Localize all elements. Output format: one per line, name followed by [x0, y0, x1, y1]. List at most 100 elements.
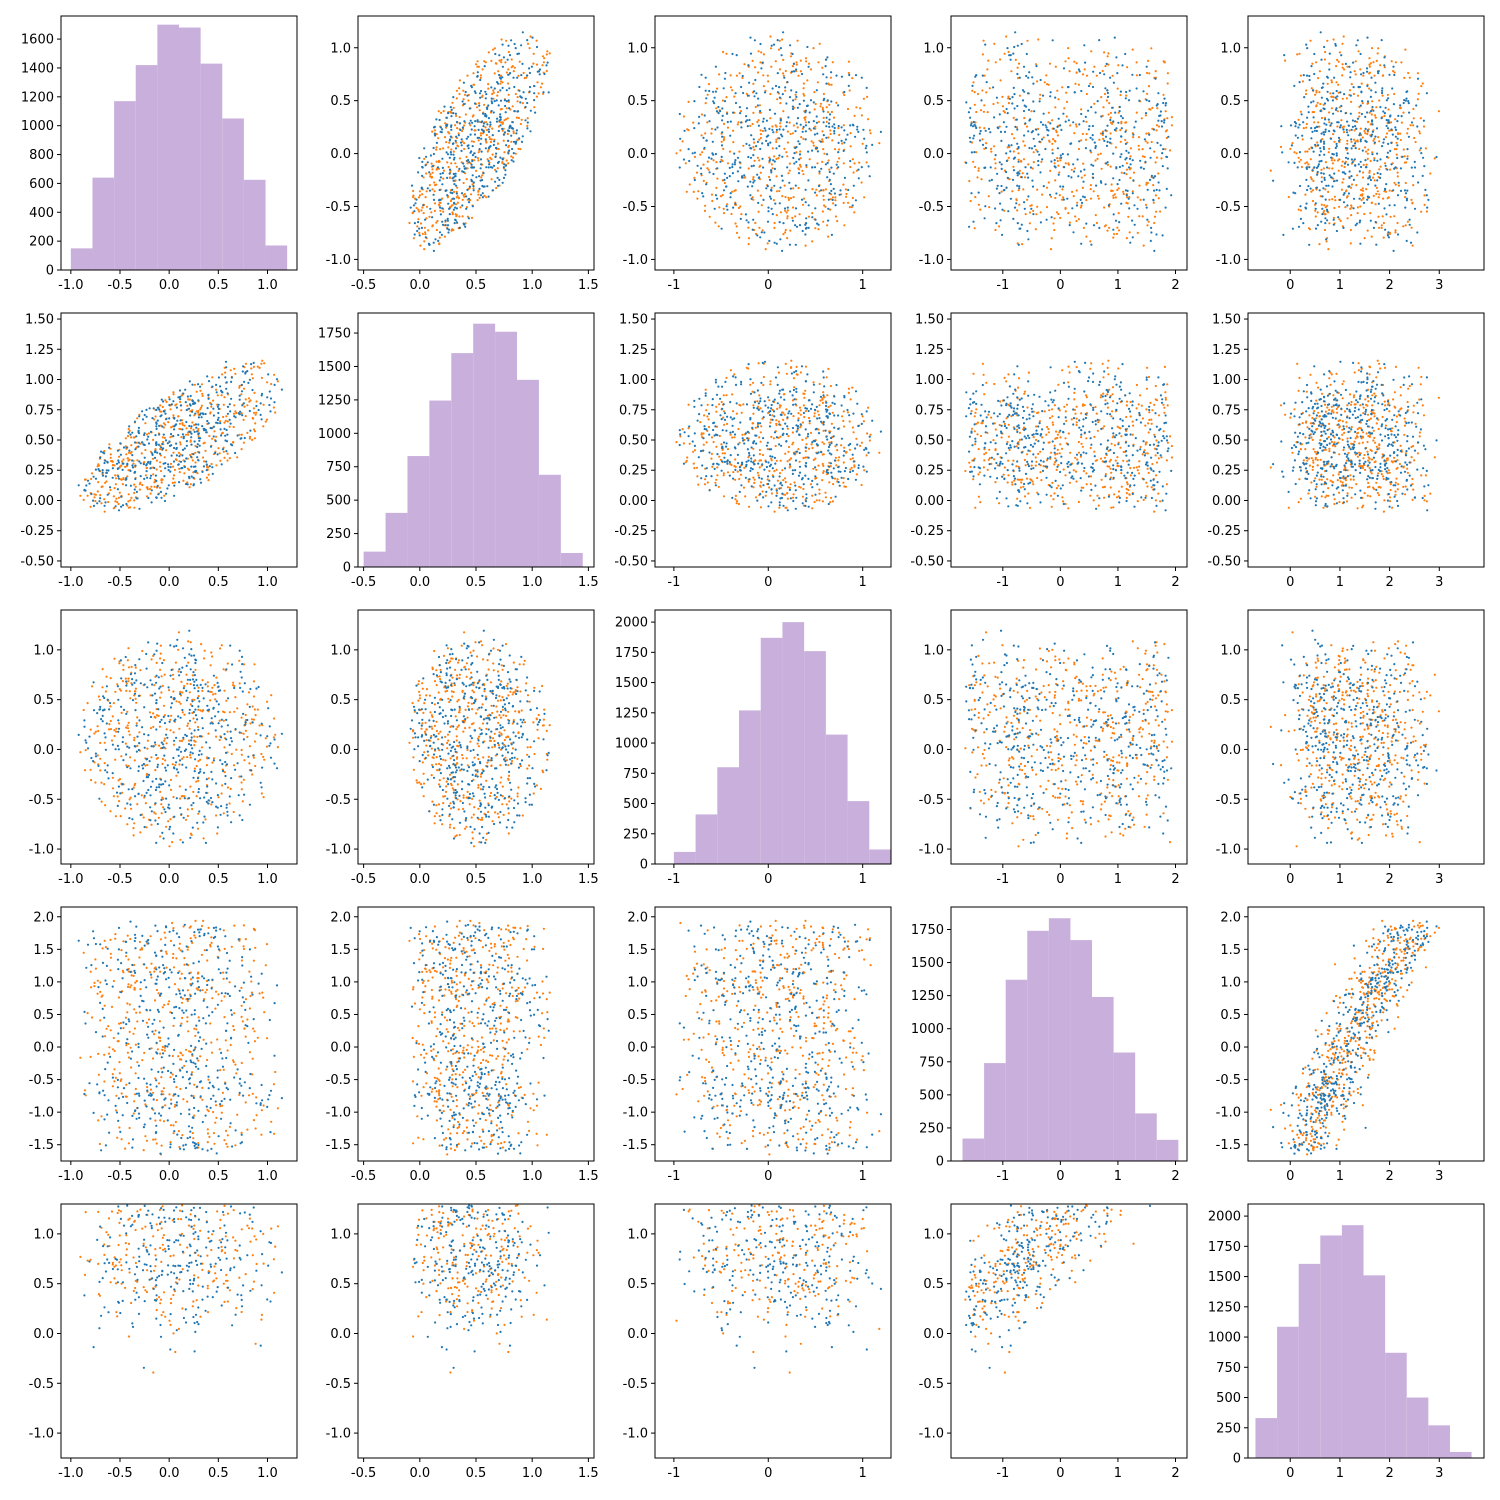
scatter-point: [1406, 157, 1409, 160]
scatter-point: [837, 104, 840, 107]
scatter-point: [1389, 114, 1392, 117]
scatter-point: [1078, 70, 1081, 73]
scatter-point: [268, 403, 271, 407]
scatter-point: [1154, 161, 1157, 164]
scatter-point: [1057, 164, 1060, 167]
scatter-point: [745, 107, 749, 110]
scatter-point: [182, 437, 185, 440]
scatter-point: [177, 463, 180, 466]
scatter-point: [828, 168, 831, 171]
scatter-point: [1122, 192, 1125, 196]
scatter-point: [830, 496, 833, 499]
scatter-point: [226, 405, 230, 408]
scatter-point: [1372, 194, 1375, 197]
scatter-point: [1399, 167, 1402, 170]
scatter-point: [454, 206, 457, 209]
scatter-point: [1138, 99, 1141, 102]
scatter-point: [489, 140, 493, 144]
scatter-point: [208, 434, 211, 438]
scatter-point: [1157, 172, 1160, 175]
scatter-point: [1330, 107, 1333, 110]
scatter-point: [987, 59, 990, 62]
scatter-point: [1416, 125, 1419, 128]
scatter-point: [1331, 152, 1334, 156]
scatter-point: [775, 140, 778, 144]
scatter-point: [480, 137, 483, 140]
scatter-point: [451, 211, 454, 214]
x-tick-label: -0.5: [107, 278, 132, 293]
scatter-point: [1053, 139, 1056, 142]
scatter-point: [804, 244, 807, 247]
scatter-point: [808, 158, 811, 161]
scatter-point: [531, 36, 534, 39]
scatter-point: [770, 169, 773, 172]
scatter-point: [752, 176, 755, 179]
scatter-point: [805, 165, 808, 169]
scatter-point: [1124, 52, 1127, 56]
scatter-point: [1026, 92, 1030, 95]
scatter-point: [1036, 205, 1039, 208]
scatter-point: [420, 209, 423, 212]
scatter-point: [771, 87, 774, 90]
scatter-point: [164, 423, 167, 426]
scatter-point: [433, 129, 436, 132]
scatter-point: [426, 187, 429, 190]
x-tick-label: 0.5: [466, 278, 487, 293]
scatter-point: [720, 155, 723, 158]
scatter-point: [761, 129, 765, 133]
scatter-point: [733, 465, 736, 468]
scatter-point: [798, 142, 801, 145]
scatter-point: [748, 118, 751, 122]
scatter-point: [1402, 225, 1405, 228]
scatter-point: [1343, 165, 1346, 169]
scatter-point: [1322, 172, 1325, 175]
scatter-point: [1041, 94, 1045, 97]
scatter-point: [1125, 90, 1128, 94]
scatter-point: [1325, 184, 1328, 187]
scatter-point: [161, 448, 164, 451]
scatter-point: [825, 58, 828, 61]
scatter-point: [788, 486, 792, 489]
scatter-point: [862, 128, 865, 131]
scatter-point: [804, 109, 808, 112]
scatter-point: [702, 163, 705, 166]
scatter-point: [143, 413, 146, 417]
scatter-point: [1155, 129, 1158, 132]
scatter-point: [1103, 225, 1106, 228]
scatter-point: [868, 439, 872, 442]
scatter-point: [501, 122, 504, 125]
scatter-point: [801, 130, 804, 133]
scatter-point: [1106, 89, 1109, 92]
scatter-point: [718, 455, 721, 458]
scatter-point: [1012, 116, 1015, 119]
scatter-point: [112, 507, 115, 510]
scatter-point: [479, 194, 483, 197]
scatter-point: [529, 130, 532, 133]
scatter-point: [1120, 115, 1123, 118]
scatter-point: [1033, 110, 1036, 113]
scatter-point: [827, 405, 830, 409]
scatter-point: [224, 419, 227, 422]
scatter-point: [431, 168, 434, 171]
scatter-point: [767, 80, 770, 83]
scatter-point: [455, 114, 458, 117]
scatter-point: [795, 95, 798, 98]
scatter-point: [98, 469, 101, 472]
scatter-point: [1035, 128, 1038, 131]
scatter-point: [1406, 127, 1409, 130]
scatter-point: [439, 176, 442, 179]
scatter-point: [1154, 70, 1157, 73]
scatter-point: [822, 110, 825, 113]
scatter-point: [1142, 167, 1145, 170]
scatter-point: [1323, 45, 1326, 49]
scatter-point: [770, 459, 773, 462]
scatter-point: [209, 412, 212, 415]
scatter-point: [159, 448, 162, 451]
scatter-point: [1017, 243, 1020, 246]
scatter-point: [1024, 213, 1027, 216]
histogram-bar: [495, 331, 518, 567]
scatter-point: [1364, 159, 1367, 162]
scatter-point: [493, 138, 496, 141]
scatter-point: [188, 398, 191, 401]
scatter-point: [1363, 237, 1366, 240]
